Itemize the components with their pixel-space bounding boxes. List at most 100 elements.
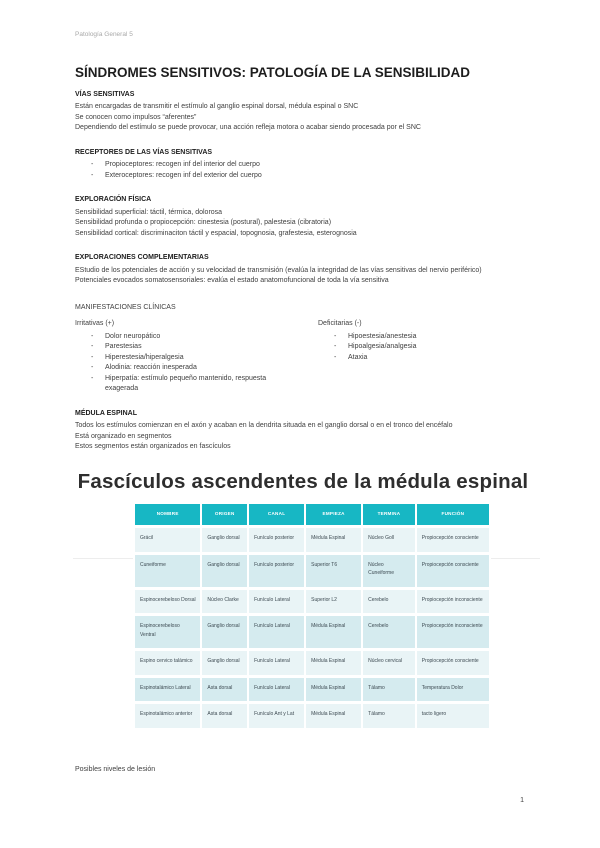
- cell-nombre: Cuneiforme: [135, 554, 201, 587]
- cell-canal: Funículo Ant y Lat: [249, 704, 305, 728]
- cell-nombre: Espinotalámico anterior: [135, 704, 201, 728]
- body-line: Se conocen como impulsos “aferentes”: [75, 113, 197, 121]
- bullet-item: - Parestesias: [75, 342, 318, 353]
- cell-termina: Núcleo Goll: [363, 528, 415, 552]
- cell-origen: Asta dorsal: [202, 704, 248, 728]
- manifestaciones-columns: Irritativas (+) - Dolor neuropático - Pa…: [75, 319, 531, 395]
- body-line: Están encargadas de transmitir el estímu…: [75, 103, 359, 111]
- cell-termina: Núcleo Cuneiforme: [363, 554, 415, 587]
- cell-nombre: Espino cervico talámico: [135, 651, 201, 675]
- deficitarias-title: Deficitarias (-): [318, 320, 362, 328]
- cell-canal: Funículo Lateral: [249, 651, 305, 675]
- bullet-text: Propioceptores: recogen inf del interior…: [105, 161, 260, 169]
- embedded-slide: Fascículos ascendentes de la médula espi…: [75, 469, 531, 731]
- table-row: Espinotalámico Lateral Asta dorsal Funíc…: [135, 677, 489, 702]
- section-heading-medula-espinal: MÉDULA ESPINAL: [75, 409, 137, 417]
- cell-canal: Funículo posterior: [249, 554, 305, 587]
- cell-canal: Funículo Lateral: [249, 616, 305, 649]
- cell-origen: Asta dorsal: [202, 677, 248, 702]
- bullet-text: Hiperestesia/hiperalgesia: [105, 353, 184, 361]
- bullet-text: Hipoalgesia/analgesia: [348, 343, 417, 351]
- table-body: Grácil Ganglio dorsal Funículo posterior…: [135, 528, 489, 728]
- bullet-text: Alodinia: reacción inesperada: [105, 364, 197, 372]
- section-heading-receptores: RECEPTORES DE LAS VÍAS SENSITIVAS: [75, 148, 213, 156]
- page-content: Patología General 5 SÍNDROMES SENSITIVOS…: [75, 30, 531, 782]
- cell-empieza: Médula Espinal: [306, 616, 362, 649]
- cell-canal: Funículo posterior: [249, 528, 305, 552]
- irritativas-bullet-list: - Dolor neuropático - Parestesias - Hipe…: [75, 332, 318, 395]
- section-medula-lines: Todos los estímulos comienzan en el axón…: [75, 421, 531, 453]
- cell-nombre: Espinocerebeloso Dorsal: [135, 589, 201, 614]
- bullet-text: Parestesias: [105, 343, 142, 351]
- bullet-item: - Ataxia: [318, 353, 531, 364]
- cell-empieza: Médula Espinal: [306, 677, 362, 702]
- dash-bullet-icon: -: [91, 332, 94, 340]
- bullet-text: Dolor neuropático: [105, 332, 161, 340]
- column-header: TERMINA: [363, 504, 415, 526]
- cell-canal: Funículo Lateral: [249, 589, 305, 614]
- cell-nombre: Espinocerebeloso Ventral: [135, 616, 201, 649]
- column-header: ORIGEN: [202, 504, 248, 526]
- slide-title: Fascículos ascendentes de la médula espi…: [77, 469, 529, 493]
- bullet-text: Hiperpatía: estímulo pequeño mantenido, …: [105, 374, 267, 393]
- body-line: Sensibilidad cortical: discriminaciton t…: [75, 229, 357, 237]
- column-header: CANAL: [249, 504, 305, 526]
- dash-bullet-icon: -: [91, 374, 94, 382]
- cell-empieza: Médula Espinal: [306, 528, 362, 552]
- cell-termina: Tálamo: [363, 704, 415, 728]
- table-row: Espinocerebeloso Dorsal Núcleo Clarke Fu…: [135, 589, 489, 614]
- cell-empieza: Médula Espinal: [306, 704, 362, 728]
- cell-nombre: Espinotalámico Lateral: [135, 677, 201, 702]
- cell-termina: Tálamo: [363, 677, 415, 702]
- cell-origen: Ganglio dorsal: [202, 616, 248, 649]
- deficitarias-bullet-list: - Hipoestesia/anestesia - Hipoalgesia/an…: [318, 332, 531, 364]
- page-title: SÍNDROMES SENSITIVOS: PATOLOGÍA DE LA SE…: [75, 64, 471, 80]
- bullet-item: - Propioceptores: recogen inf del interi…: [75, 160, 531, 171]
- section-vias-lines: Están encargadas de transmitir el estímu…: [75, 102, 531, 134]
- cell-empieza: Médula Espinal: [306, 651, 362, 675]
- bullet-item: - Dolor neuropático: [75, 332, 318, 343]
- irritativas-title: Irritativas (+): [75, 320, 115, 328]
- cell-origen: Núcleo Clarke: [202, 589, 248, 614]
- page-number: 1: [520, 797, 524, 804]
- table-row: Espinotalámico anterior Asta dorsal Funí…: [135, 704, 489, 728]
- deficitarias-column: Deficitarias (-) - Hipoestesia/anestesia…: [318, 319, 531, 395]
- section-exploracion-lines: Sensibilidad superficial: táctil, térmic…: [75, 208, 531, 240]
- cell-funcion: tacto ligero: [416, 704, 489, 728]
- cell-funcion: Propiocepción inconsciente: [416, 616, 489, 649]
- cell-funcion: Propiocepción consciente: [416, 528, 489, 552]
- bullet-text: Hipoestesia/anestesia: [348, 332, 417, 340]
- section-heading-exploraciones-complementarias: EXPLORACIONES COMPLEMENTARIAS: [75, 254, 209, 262]
- cell-termina: Cerebelo: [363, 589, 415, 614]
- bullet-item: - Hiperpatía: estímulo pequeño mantenido…: [75, 374, 318, 395]
- section-heading-manifestaciones-clinicas: MANIFESTACIONES CLÍNICAS: [75, 303, 176, 311]
- body-line: Está organizado en segmentos: [75, 432, 172, 440]
- dash-bullet-icon: -: [334, 353, 337, 361]
- column-header: NOMBRE: [135, 504, 201, 526]
- dash-bullet-icon: -: [91, 343, 94, 351]
- irritativas-column: Irritativas (+) - Dolor neuropático - Pa…: [75, 319, 318, 395]
- column-header: FUNCIÓN: [416, 504, 489, 526]
- body-line: Sensibilidad profunda o propiocepción: c…: [75, 219, 332, 227]
- cell-funcion: Propiocepción consciente: [416, 651, 489, 675]
- body-line: Todos los estímulos comienzan en el axón…: [75, 422, 453, 430]
- cell-funcion: Propiocepción inconsciente: [416, 589, 489, 614]
- bullet-item: - Exteroceptores: recogen inf del exteri…: [75, 171, 531, 182]
- section-heading-exploracion-fisica: EXPLORACIÓN FÍSICA: [75, 196, 152, 204]
- cell-termina: Núcleo cervical: [363, 651, 415, 675]
- section-heading-vias-sensitivas: VÍAS SENSITIVAS: [75, 90, 135, 98]
- cell-origen: Ganglio dorsal: [202, 651, 248, 675]
- dash-bullet-icon: -: [91, 353, 94, 361]
- table-row: Espino cervico talámico Ganglio dorsal F…: [135, 651, 489, 675]
- body-line: Estos segmentos están organizados en fas…: [75, 443, 231, 451]
- table-row: Grácil Ganglio dorsal Funículo posterior…: [135, 528, 489, 552]
- cell-empieza: Superior L2: [306, 589, 362, 614]
- dash-bullet-icon: -: [334, 343, 337, 351]
- cell-nombre: Grácil: [135, 528, 201, 552]
- cell-termina: Cerebelo: [363, 616, 415, 649]
- cell-funcion: Temperatura Dolor: [416, 677, 489, 702]
- footer-note: Posibles niveles de lesión: [75, 765, 156, 773]
- cell-funcion: Propiocepción consciente: [416, 554, 489, 587]
- body-line: Potenciales evocados somatosensoriales: …: [75, 277, 389, 285]
